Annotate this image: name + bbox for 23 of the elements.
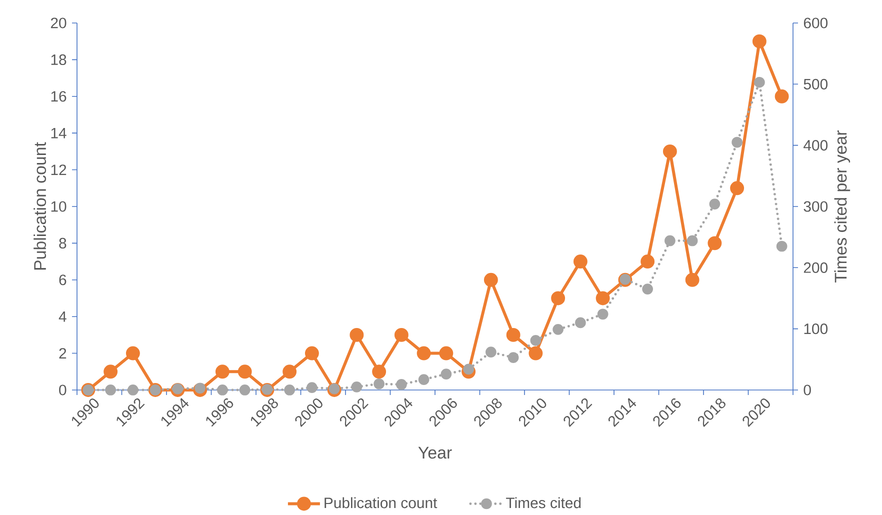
- y-tick-label: 18: [51, 54, 66, 65]
- y-tick-label: 14: [51, 128, 66, 138]
- y-tick-label: 20: [50, 18, 66, 28]
- legend-label: Times cited: [506, 497, 581, 508]
- y-tick-label: 16: [51, 91, 66, 102]
- y-tick-label: 10: [51, 201, 66, 212]
- y-tick-label: 4: [58, 311, 66, 322]
- y-tick-label: 6: [59, 274, 66, 286]
- legend-label: Publication count: [324, 497, 438, 508]
- y2-tick-label: 400: [804, 140, 828, 151]
- y-tick-label: 8: [59, 238, 66, 248]
- y2-axis-title: Times cited per year: [834, 130, 850, 283]
- y2-tick-label: 0: [804, 384, 811, 396]
- y-axis-title: Publication count: [34, 142, 46, 270]
- y-tick-label: 12: [51, 164, 66, 176]
- y2-tick-label: 500: [804, 78, 828, 90]
- y2-tick-label: 300: [804, 201, 828, 212]
- y-tick-label: 2: [59, 348, 66, 359]
- y2-tick-label: 600: [804, 18, 828, 28]
- y2-tick-label: 100: [804, 324, 828, 334]
- y-tick-label: 0: [59, 384, 66, 396]
- x-axis-title: Year: [418, 446, 452, 459]
- y2-tick-label: 200: [804, 262, 828, 273]
